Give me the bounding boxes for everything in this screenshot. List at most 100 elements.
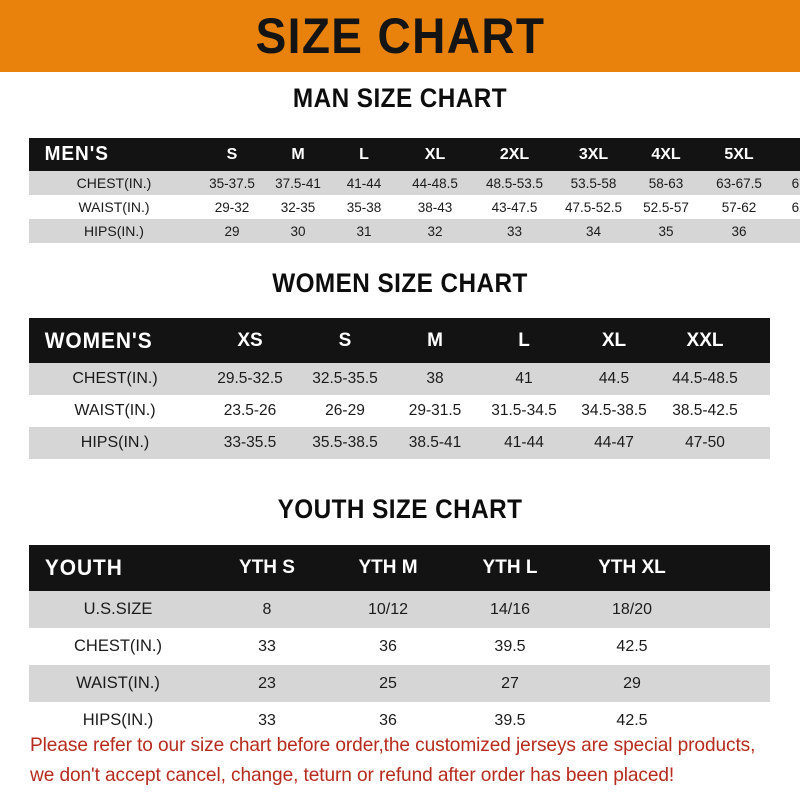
page-banner: SIZE CHART xyxy=(0,0,800,72)
column-header-size-0: YTH S xyxy=(239,557,295,578)
measurement-cell: 41-44 xyxy=(346,175,382,191)
measurement-cell: 36 xyxy=(379,711,397,729)
measurement-cell: 35-38 xyxy=(346,199,382,215)
measurement-cell: 32-35 xyxy=(280,199,316,215)
measurement-cell: 10/12 xyxy=(367,600,409,618)
measurement-cell: 29 xyxy=(623,674,641,692)
column-header-size-2: L xyxy=(359,145,369,163)
measurement-cell: 33-35.5 xyxy=(223,434,277,451)
measurement-cell: 25 xyxy=(379,674,397,692)
measurement-cell: 8 xyxy=(262,600,272,618)
column-header-size-1: YTH M xyxy=(358,557,418,578)
measurement-cell: 23.5-26 xyxy=(223,402,277,419)
column-header-size-5: XXL xyxy=(686,329,724,351)
measurement-cell: 42.5 xyxy=(616,637,648,655)
measurement-cell xyxy=(693,665,770,702)
measurement-cell: 53.5-58 xyxy=(570,175,617,191)
measurement-cell: 47.5-52.5 xyxy=(564,199,623,215)
column-header-size-2: M xyxy=(427,329,443,351)
measurement-cell xyxy=(751,395,770,427)
table-row: WAIST(IN.) 23 25 27 29 xyxy=(29,665,770,702)
youth-size-table: YOUTH YTH S YTH M YTH L YTH XL U.S.SIZE 8 10/1… xyxy=(29,545,770,739)
men-table-body: CHEST(IN.) 35-37.5 37.5-41 41-44 44-48.5 48.5… xyxy=(29,171,800,243)
table-header-row: MEN'S S M L XL 2XL 3XL 4XL 5XL 6XL xyxy=(29,138,800,171)
row-label: HIPS(IN.) xyxy=(82,711,154,729)
order-disclaimer: Please refer to our size chart before or… xyxy=(30,730,763,790)
measurement-cell: 48.5-53.5 xyxy=(485,175,544,191)
measurement-cell: 32.5-35.5 xyxy=(312,370,378,387)
measurement-cell: 43-47.5 xyxy=(491,199,538,215)
column-header-size-6 xyxy=(751,318,770,363)
table-row: CHEST(IN.) 35-37.5 37.5-41 41-44 44-48.5 48.5… xyxy=(29,171,800,195)
row-label: WAIST(IN.) xyxy=(78,199,150,215)
measurement-cell: 35.5-38.5 xyxy=(312,434,378,451)
column-header-size-4: XL xyxy=(601,329,627,351)
measurement-cell: 31.5-34.5 xyxy=(491,402,557,419)
measurement-cell: 38.5-42.5 xyxy=(672,402,738,419)
measurement-cell: 29-32 xyxy=(214,199,250,215)
measurement-cell: 44-47 xyxy=(594,434,634,451)
measurement-cell: 35 xyxy=(658,223,674,239)
measurement-cell: 38-43 xyxy=(417,199,453,215)
disclaimer-line-1: Please refer to our size chart before or… xyxy=(30,734,756,756)
measurement-cell: 29-31.5 xyxy=(408,402,462,419)
row-label: WAIST(IN.) xyxy=(76,674,160,692)
table-row: CHEST(IN.) 29.5-32.5 32.5-35.5 38 41 44.5 44.5… xyxy=(29,363,770,395)
measurement-cell: 39.5 xyxy=(494,711,526,729)
measurement-cell: 37.5-41 xyxy=(275,175,321,191)
row-label: WAIST(IN.) xyxy=(74,402,156,419)
measurement-cell: 32 xyxy=(427,223,443,239)
table-row: HIPS(IN.) 33 36 39.5 42.5 xyxy=(29,702,770,739)
measurement-cell: 57-62 xyxy=(721,199,757,215)
youth-table-header: YOUTH YTH S YTH M YTH L YTH XL xyxy=(29,545,770,591)
column-header-size-0: XS xyxy=(237,329,263,351)
column-header-size-1: S xyxy=(338,329,352,351)
measurement-cell: 33 xyxy=(506,223,523,239)
measurement-cell: 31 xyxy=(356,223,372,239)
measurement-cell: 36 xyxy=(379,637,397,655)
measurement-cell: 44-48.5 xyxy=(412,175,458,191)
measurement-cell: 27 xyxy=(501,674,519,692)
measurement-cell: 63-67.5 xyxy=(716,175,762,191)
measurement-cell: 52.5-57 xyxy=(643,199,689,215)
column-header-size-4 xyxy=(693,545,770,591)
column-header-size-3: XL xyxy=(424,145,446,163)
youth-table-body: U.S.SIZE 8 10/12 14/16 18/20 CHEST(IN.) 33 36 39… xyxy=(29,591,770,739)
column-header-women: WOMEN'S xyxy=(44,327,153,353)
disclaimer-line-2: we don't accept cancel, change, teturn o… xyxy=(30,764,675,786)
measurement-cell: 67.5-72 xyxy=(791,175,800,191)
table-row: CHEST(IN.) 33 36 39.5 42.5 xyxy=(29,628,770,665)
measurement-cell xyxy=(751,427,770,459)
row-label: CHEST(IN.) xyxy=(74,637,162,655)
measurement-cell xyxy=(693,591,770,628)
table-header-row: WOMEN'S XS S M L XL XXL xyxy=(29,318,770,363)
row-label: U.S.SIZE xyxy=(83,600,153,618)
measurement-cell: 26-29 xyxy=(325,402,365,419)
column-header-youth: YOUTH xyxy=(44,555,123,580)
measurement-cell: 44.5 xyxy=(598,370,630,387)
measurement-cell: 29.5-32.5 xyxy=(217,370,283,387)
measurement-cell xyxy=(751,363,770,395)
column-header-size-2: YTH L xyxy=(482,557,538,578)
column-header-size-4: 2XL xyxy=(499,145,530,163)
column-header-size-6: 4XL xyxy=(651,145,681,163)
table-row: WAIST(IN.) 29-32 32-35 35-38 38-43 43-47.5 47.… xyxy=(29,195,800,219)
men-table-header: MEN'S S M L XL 2XL 3XL 4XL 5XL 6XL xyxy=(29,138,800,171)
column-header-size-8: 6XL xyxy=(777,138,800,171)
men-size-table: MEN'S S M L XL 2XL 3XL 4XL 5XL 6XL CHEST(IN.) 35-3… xyxy=(29,138,800,243)
measurement-cell: 33 xyxy=(258,637,276,655)
measurement-cell: 29 xyxy=(224,223,240,239)
measurement-cell: 42.5 xyxy=(616,711,648,729)
table-row: WAIST(IN.) 23.5-26 26-29 29-31.5 31.5-34.5 34… xyxy=(29,395,770,427)
column-header-size-1: M xyxy=(291,145,305,163)
page-title: SIZE CHART xyxy=(255,8,545,64)
table-header-row: YOUTH YTH S YTH M YTH L YTH XL xyxy=(29,545,770,591)
women-table-header: WOMEN'S XS S M L XL XXL xyxy=(29,318,770,363)
measurement-cell: 44.5-48.5 xyxy=(672,370,738,387)
measurement-cell: 41-44 xyxy=(504,434,544,451)
table-row: HIPS(IN.) 29 30 31 32 33 34 35 36 37 xyxy=(29,219,800,243)
measurement-cell: 18/20 xyxy=(611,600,653,618)
measurement-cell: 41 xyxy=(515,370,533,387)
row-label: CHEST(IN.) xyxy=(76,175,152,191)
measurement-cell: 62-66.5 xyxy=(791,199,800,215)
